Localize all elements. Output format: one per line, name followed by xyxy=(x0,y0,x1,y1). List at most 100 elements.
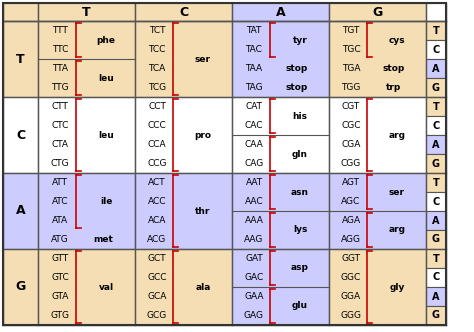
FancyBboxPatch shape xyxy=(426,116,446,135)
Text: TCG: TCG xyxy=(148,83,166,92)
Text: AGT: AGT xyxy=(342,178,360,187)
Text: thr: thr xyxy=(195,207,210,215)
Text: CGT: CGT xyxy=(342,102,360,111)
Text: AGG: AGG xyxy=(341,235,361,244)
Text: GGA: GGA xyxy=(341,292,361,301)
Text: leu: leu xyxy=(98,73,114,82)
FancyBboxPatch shape xyxy=(426,287,446,306)
Text: CCG: CCG xyxy=(147,159,167,168)
FancyBboxPatch shape xyxy=(426,306,446,325)
FancyBboxPatch shape xyxy=(329,21,426,97)
FancyBboxPatch shape xyxy=(3,21,38,97)
FancyBboxPatch shape xyxy=(38,21,135,97)
Text: asn: asn xyxy=(291,188,309,197)
Text: pro: pro xyxy=(194,130,211,139)
Text: TCC: TCC xyxy=(148,45,166,54)
Text: val: val xyxy=(99,283,114,291)
Text: gly: gly xyxy=(389,283,405,291)
Text: GCT: GCT xyxy=(148,254,166,263)
FancyBboxPatch shape xyxy=(38,3,135,21)
FancyBboxPatch shape xyxy=(38,173,135,249)
Text: T: T xyxy=(433,102,439,112)
Text: tyr: tyr xyxy=(292,36,307,44)
Text: ACG: ACG xyxy=(147,235,167,244)
FancyBboxPatch shape xyxy=(3,97,38,173)
Text: met: met xyxy=(93,235,113,244)
Text: his: his xyxy=(292,112,308,121)
FancyBboxPatch shape xyxy=(426,249,446,268)
FancyBboxPatch shape xyxy=(426,173,446,192)
FancyBboxPatch shape xyxy=(426,59,446,78)
Text: TAC: TAC xyxy=(246,45,263,54)
FancyBboxPatch shape xyxy=(426,97,446,116)
Text: CAG: CAG xyxy=(245,159,264,168)
Text: CTG: CTG xyxy=(51,159,69,168)
Text: GTG: GTG xyxy=(51,311,70,320)
Text: A: A xyxy=(432,63,440,73)
Text: G: G xyxy=(432,158,440,169)
FancyBboxPatch shape xyxy=(426,3,446,21)
Text: A: A xyxy=(432,291,440,301)
FancyBboxPatch shape xyxy=(135,173,232,249)
FancyBboxPatch shape xyxy=(3,249,38,325)
Text: C: C xyxy=(432,273,439,283)
Text: AGA: AGA xyxy=(341,216,361,225)
Text: TGA: TGA xyxy=(342,64,360,73)
Text: T: T xyxy=(433,178,439,188)
Text: G: G xyxy=(432,310,440,320)
FancyBboxPatch shape xyxy=(426,211,446,230)
Text: AAG: AAG xyxy=(244,235,264,244)
FancyBboxPatch shape xyxy=(329,173,426,249)
Text: GGC: GGC xyxy=(341,273,361,282)
Text: GAT: GAT xyxy=(245,254,263,263)
FancyBboxPatch shape xyxy=(426,40,446,59)
Text: TTA: TTA xyxy=(52,64,68,73)
Text: T: T xyxy=(433,26,439,36)
Text: C: C xyxy=(16,128,25,141)
FancyBboxPatch shape xyxy=(426,78,446,97)
Text: CAT: CAT xyxy=(246,102,263,111)
Text: G: G xyxy=(432,82,440,93)
Text: trp: trp xyxy=(386,83,401,92)
Text: TTG: TTG xyxy=(51,83,69,92)
Text: lys: lys xyxy=(293,225,307,234)
Text: GGG: GGG xyxy=(340,311,362,320)
Text: ile: ile xyxy=(100,197,112,206)
Text: CGC: CGC xyxy=(341,121,361,130)
Text: GGT: GGT xyxy=(341,254,361,263)
FancyBboxPatch shape xyxy=(135,3,232,21)
Text: leu: leu xyxy=(98,130,114,139)
FancyBboxPatch shape xyxy=(38,249,135,325)
Text: asp: asp xyxy=(291,264,309,273)
Text: GAA: GAA xyxy=(244,292,264,301)
Text: A: A xyxy=(16,205,25,217)
Text: AAA: AAA xyxy=(245,216,264,225)
FancyBboxPatch shape xyxy=(135,249,232,325)
FancyBboxPatch shape xyxy=(232,97,329,173)
FancyBboxPatch shape xyxy=(232,173,329,249)
FancyBboxPatch shape xyxy=(232,21,329,97)
Text: GTA: GTA xyxy=(51,292,69,301)
Text: GCC: GCC xyxy=(147,273,167,282)
Text: ATG: ATG xyxy=(51,235,69,244)
Text: TGG: TGG xyxy=(341,83,361,92)
Text: GTT: GTT xyxy=(51,254,69,263)
Text: GCA: GCA xyxy=(147,292,167,301)
Text: CCC: CCC xyxy=(147,121,166,130)
FancyBboxPatch shape xyxy=(426,192,446,211)
Text: TGT: TGT xyxy=(342,26,360,35)
Text: T: T xyxy=(82,6,91,19)
Text: ATC: ATC xyxy=(52,197,68,206)
Text: CTA: CTA xyxy=(52,140,69,149)
Text: C: C xyxy=(179,6,188,19)
Text: CAC: CAC xyxy=(245,121,263,130)
FancyBboxPatch shape xyxy=(232,249,329,325)
Text: A: A xyxy=(432,215,440,225)
Text: CTT: CTT xyxy=(52,102,68,111)
Text: G: G xyxy=(432,234,440,244)
Text: AAC: AAC xyxy=(245,197,264,206)
Text: gln: gln xyxy=(292,149,308,158)
Text: ala: ala xyxy=(195,283,210,291)
Text: ACT: ACT xyxy=(148,178,166,187)
FancyBboxPatch shape xyxy=(3,3,38,21)
